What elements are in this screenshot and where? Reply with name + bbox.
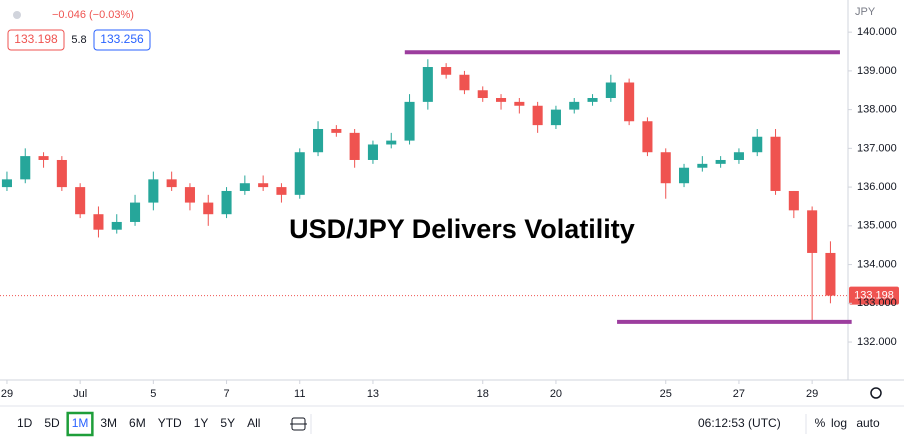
timeframe-button[interactable]: YTD — [158, 416, 182, 430]
candle-body — [422, 67, 433, 102]
candle-body — [221, 190, 232, 215]
y-tick-label: 136.000 — [857, 181, 897, 193]
candle-body — [75, 187, 86, 215]
candle-body — [203, 202, 214, 215]
candle-body — [477, 90, 488, 99]
candle-body — [532, 105, 543, 126]
candle-body — [807, 210, 818, 253]
y-tick-label: 138.000 — [857, 104, 897, 116]
candle-body — [587, 98, 598, 102]
candle-body — [496, 98, 507, 102]
bid-box[interactable] — [7, 29, 65, 51]
x-tick-label: 13 — [367, 388, 379, 400]
scale-button[interactable]: % — [815, 416, 826, 430]
currency-label[interactable]: JPY — [855, 6, 876, 18]
candle-body — [733, 152, 744, 160]
candle-body — [38, 156, 49, 160]
candle-body — [788, 190, 799, 211]
settings-icon[interactable] — [870, 387, 882, 399]
spread: 5.8 — [71, 34, 86, 46]
ask-price[interactable]: 133.256 — [100, 32, 144, 46]
chart-title: USD/JPY Delivers Volatility — [289, 214, 635, 244]
candle-body — [239, 183, 250, 191]
x-tick-label: 27 — [733, 388, 745, 400]
timeframe-button[interactable]: 1M — [72, 416, 89, 430]
candle-body — [404, 101, 415, 141]
x-tick-label: 18 — [477, 388, 489, 400]
y-tick-label: 133.000 — [857, 297, 897, 309]
candle-body — [130, 202, 141, 222]
candle-body — [258, 183, 269, 188]
timeframe-button[interactable]: 6M — [129, 416, 146, 430]
candle-body — [20, 156, 31, 180]
timeframe-button[interactable]: 5D — [44, 416, 60, 430]
scale-button[interactable]: auto — [856, 416, 880, 430]
y-tick-label: 135.000 — [857, 220, 897, 232]
x-tick-label: 25 — [660, 388, 672, 400]
x-tick-label: 11 — [294, 388, 305, 400]
candle-body — [642, 121, 653, 153]
clock: 06:12:53 (UTC) — [698, 416, 781, 430]
candle-body — [294, 152, 305, 195]
candle-body — [514, 101, 525, 106]
candle-body — [715, 159, 726, 164]
candle-body — [752, 136, 763, 153]
candles — [1, 59, 836, 321]
last-price-label: 133.198 — [854, 290, 894, 302]
y-tick-label: 134.000 — [857, 258, 897, 270]
x-tick-label: Jul — [73, 388, 87, 400]
candle-body — [111, 221, 122, 230]
timeframe-button[interactable]: 1Y — [194, 416, 209, 430]
overlay: 133.198 USD/JPY Delivers Volatility — [0, 50, 899, 324]
candle-body — [660, 152, 671, 184]
candle-body — [679, 167, 690, 184]
candle-body — [276, 187, 287, 195]
candle-body — [56, 159, 67, 188]
candle-body — [184, 187, 195, 203]
candle-body — [550, 109, 561, 126]
candle-body — [770, 136, 781, 191]
y-tick-label: 139.000 — [857, 65, 897, 77]
candle-body — [313, 128, 324, 153]
candle-body — [166, 179, 177, 188]
candle-body — [93, 214, 104, 230]
candle-body — [367, 144, 378, 160]
bid-price[interactable]: 133.198 — [14, 32, 58, 46]
x-tick-label: 20 — [550, 388, 562, 400]
candle-body — [386, 140, 397, 145]
candle-body — [331, 128, 342, 133]
candle-body — [624, 82, 635, 122]
candle-body — [697, 163, 708, 168]
scale-button[interactable]: log — [831, 416, 847, 430]
timeframe-button[interactable]: 3M — [100, 416, 117, 430]
x-tick-label: 5 — [150, 388, 156, 400]
candle-body — [148, 179, 159, 203]
last-price-box — [849, 286, 899, 305]
candle-body — [459, 74, 470, 91]
candle-body — [569, 101, 580, 110]
y-tick-label: 140.000 — [857, 26, 897, 38]
x-tick-label: 29 — [806, 388, 818, 400]
x-tick-label: 7 — [223, 388, 229, 400]
candle-body — [1, 179, 12, 188]
candle-body — [825, 252, 836, 296]
candle-body — [605, 82, 616, 99]
timeframe-button[interactable]: 1D — [17, 416, 33, 430]
candle-body — [441, 67, 452, 75]
x-tick-label: 29 — [1, 388, 13, 400]
active-timeframe-box[interactable] — [66, 411, 94, 437]
y-tick-label: 137.000 — [857, 142, 897, 154]
y-tick-label: 132.000 — [857, 336, 897, 348]
candle-body — [349, 132, 360, 160]
timeframe-button[interactable]: 5Y — [220, 416, 235, 430]
ask-box[interactable] — [93, 29, 151, 51]
timeframe-button[interactable]: All — [247, 416, 260, 430]
status-icon — [13, 11, 21, 19]
price-change: −0.046 (−0.03%) — [52, 9, 134, 21]
